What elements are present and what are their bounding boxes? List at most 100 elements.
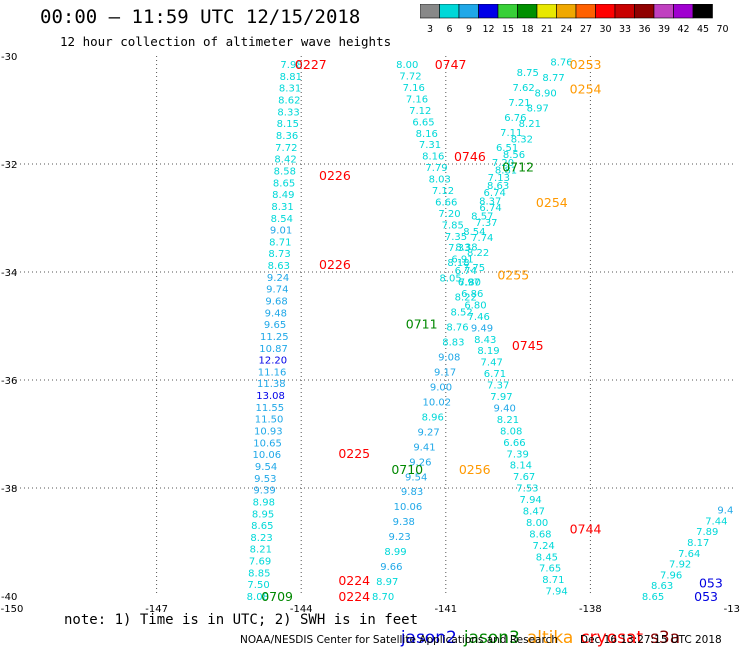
y-tick-label: -40 <box>1 592 17 603</box>
x-tick-label: -138 <box>579 604 602 612</box>
wave-height-value: 6.80 <box>464 300 486 311</box>
satellite-legend: jason2 jason3 altika cryosat s3a <box>390 608 687 648</box>
wave-height-value: 8.63 <box>651 581 673 592</box>
wave-height-value: 8.43 <box>474 335 496 346</box>
wave-height-value: 7.24 <box>533 541 555 552</box>
legend-jason2: jason2 <box>400 628 457 648</box>
wave-height-value: 6.74 <box>455 266 477 277</box>
wave-height-value: 10.02 <box>423 397 452 408</box>
credit-text: NOAA/NESDIS Center for Satellite Applica… <box>240 634 558 646</box>
wave-height-value: 8.65 <box>273 178 295 189</box>
wave-height-value: 13.08 <box>256 391 285 402</box>
wave-height-value: 7.16 <box>403 83 425 94</box>
wave-height-value: 8.03 <box>429 175 451 186</box>
x-tick-label: -141 <box>434 604 457 612</box>
color-scale-label: 36 <box>638 24 650 35</box>
chart-title: 00:00 – 11:59 UTC 12/15/2018 <box>40 6 361 28</box>
color-scale-label: 18 <box>521 24 533 35</box>
wave-height-value: 7.37 <box>475 218 497 229</box>
wave-height-value: 11.16 <box>258 367 287 378</box>
wave-height-value: 7.74 <box>471 233 493 244</box>
wave-height-value: 9.26 <box>409 457 431 468</box>
color-scale-label: 30 <box>599 24 611 35</box>
wave-height-value: 7.69 <box>249 557 271 568</box>
wave-height-value: 7.44 <box>705 516 727 527</box>
wave-height-value: 9.24 <box>267 273 289 284</box>
wave-height-value: 8.08 <box>247 592 269 603</box>
wave-height-value: 9.01 <box>270 226 292 237</box>
wave-height-value: 9.4 <box>717 506 733 517</box>
wave-height-value: 9.65 <box>264 320 286 331</box>
wave-height-value: 6.86 <box>461 289 483 300</box>
wave-height-value: 6.71 <box>484 369 506 380</box>
color-scale-label: 33 <box>619 24 631 35</box>
wave-height-value: 8.15 <box>277 119 299 130</box>
wave-height-value: 6.91 <box>451 255 473 266</box>
pass-time-label: 053 <box>694 589 718 604</box>
wave-height-value: 8.22 <box>467 248 489 259</box>
wave-height-value: 11.50 <box>255 415 284 426</box>
wave-height-value: 8.52 <box>451 308 473 319</box>
x-tick-label: -135 <box>724 604 740 612</box>
wave-height-value: 11.38 <box>257 379 286 390</box>
wave-height-value: 6.65 <box>412 117 434 128</box>
legend-cryosat: cryosat <box>580 628 644 648</box>
wave-height-value: 8.57 <box>471 212 493 223</box>
generated-timestamp: Dec 16 13:27:15 UTC 2018 <box>580 634 722 646</box>
wave-height-value: 7.89 <box>696 527 718 538</box>
pass-time-label: 0709 <box>261 589 293 604</box>
wave-height-value: 9.49 <box>471 323 493 334</box>
wave-height-value: 7.92 <box>669 560 691 571</box>
wave-height-value: 8.16 <box>422 152 444 163</box>
pass-time-label: 0254 <box>570 81 602 96</box>
wave-height-value: 7.98 <box>280 60 302 71</box>
wave-height-value: 8.76 <box>550 57 572 68</box>
wave-height-value: 7.64 <box>678 549 700 560</box>
pass-time-label: 0745 <box>512 338 544 353</box>
wave-height-value: 8.90 <box>535 88 557 99</box>
wave-height-value: 7.20 <box>438 209 460 220</box>
color-scale-label: 45 <box>697 24 709 35</box>
wave-height-value: 9.83 <box>401 487 423 498</box>
wave-height-value: 7.12 <box>409 106 431 117</box>
wave-height-value: 8.08 <box>500 426 522 437</box>
wave-height-value: 9.38 <box>393 517 415 528</box>
wave-height-value: 9.23 <box>389 532 411 543</box>
wave-height-value: 8.76 <box>446 323 468 334</box>
wave-height-value: 8.32 <box>511 135 533 146</box>
wave-height-value: 8.65 <box>642 592 664 603</box>
wave-height-value: 8.81 <box>495 165 517 176</box>
wave-height-value: 8.05 <box>439 273 461 284</box>
plot-area: -150 -147 -144 -141 -138 -135 -30 -32 -34 -36 -38 -… <box>1 52 740 612</box>
x-tick-label: -144 <box>290 604 313 612</box>
wave-height-value: 9.54 <box>405 472 427 483</box>
pass-time-label: 0224 <box>338 589 370 604</box>
pass-time-label: 0254 <box>536 195 568 210</box>
pass-time-label: 0255 <box>497 268 529 283</box>
wave-height-value: 7.50 <box>247 580 269 591</box>
wave-height-value: 7.35 <box>445 232 467 243</box>
wave-height-value: 8.21 <box>250 545 272 556</box>
wave-height-value: 7.97 <box>490 392 512 403</box>
color-scale-label: 27 <box>580 24 592 35</box>
wave-height-value: 9.40 <box>494 403 516 414</box>
wave-height-value: 11.55 <box>255 403 284 414</box>
wave-height-value: 6.66 <box>503 438 525 449</box>
wave-height-value: 8.45 <box>536 552 558 563</box>
wave-height-value: 7.85 <box>442 220 464 231</box>
wave-height-value: 8.56 <box>503 150 525 161</box>
wave-height-value: 9.68 <box>265 297 287 308</box>
wave-height-value: 8.54 <box>271 214 293 225</box>
wave-height-value: 8.75 <box>517 68 539 79</box>
wave-height-value: 8.65 <box>251 521 273 532</box>
wave-height-value: 10.06 <box>252 450 281 461</box>
footnote: note: 1) Time is in UTC; 2) SWH is in fe… <box>64 612 419 628</box>
color-scale-label: 42 <box>677 24 689 35</box>
wave-height-value: 8.47 <box>523 506 545 517</box>
wave-height-value: 8.73 <box>268 249 290 260</box>
wave-height-value: 6.74 <box>479 203 501 214</box>
wave-height-value: 7.21 <box>508 98 530 109</box>
wave-height-value: 8.97 <box>376 577 398 588</box>
color-scale-label: 70 <box>716 24 728 35</box>
